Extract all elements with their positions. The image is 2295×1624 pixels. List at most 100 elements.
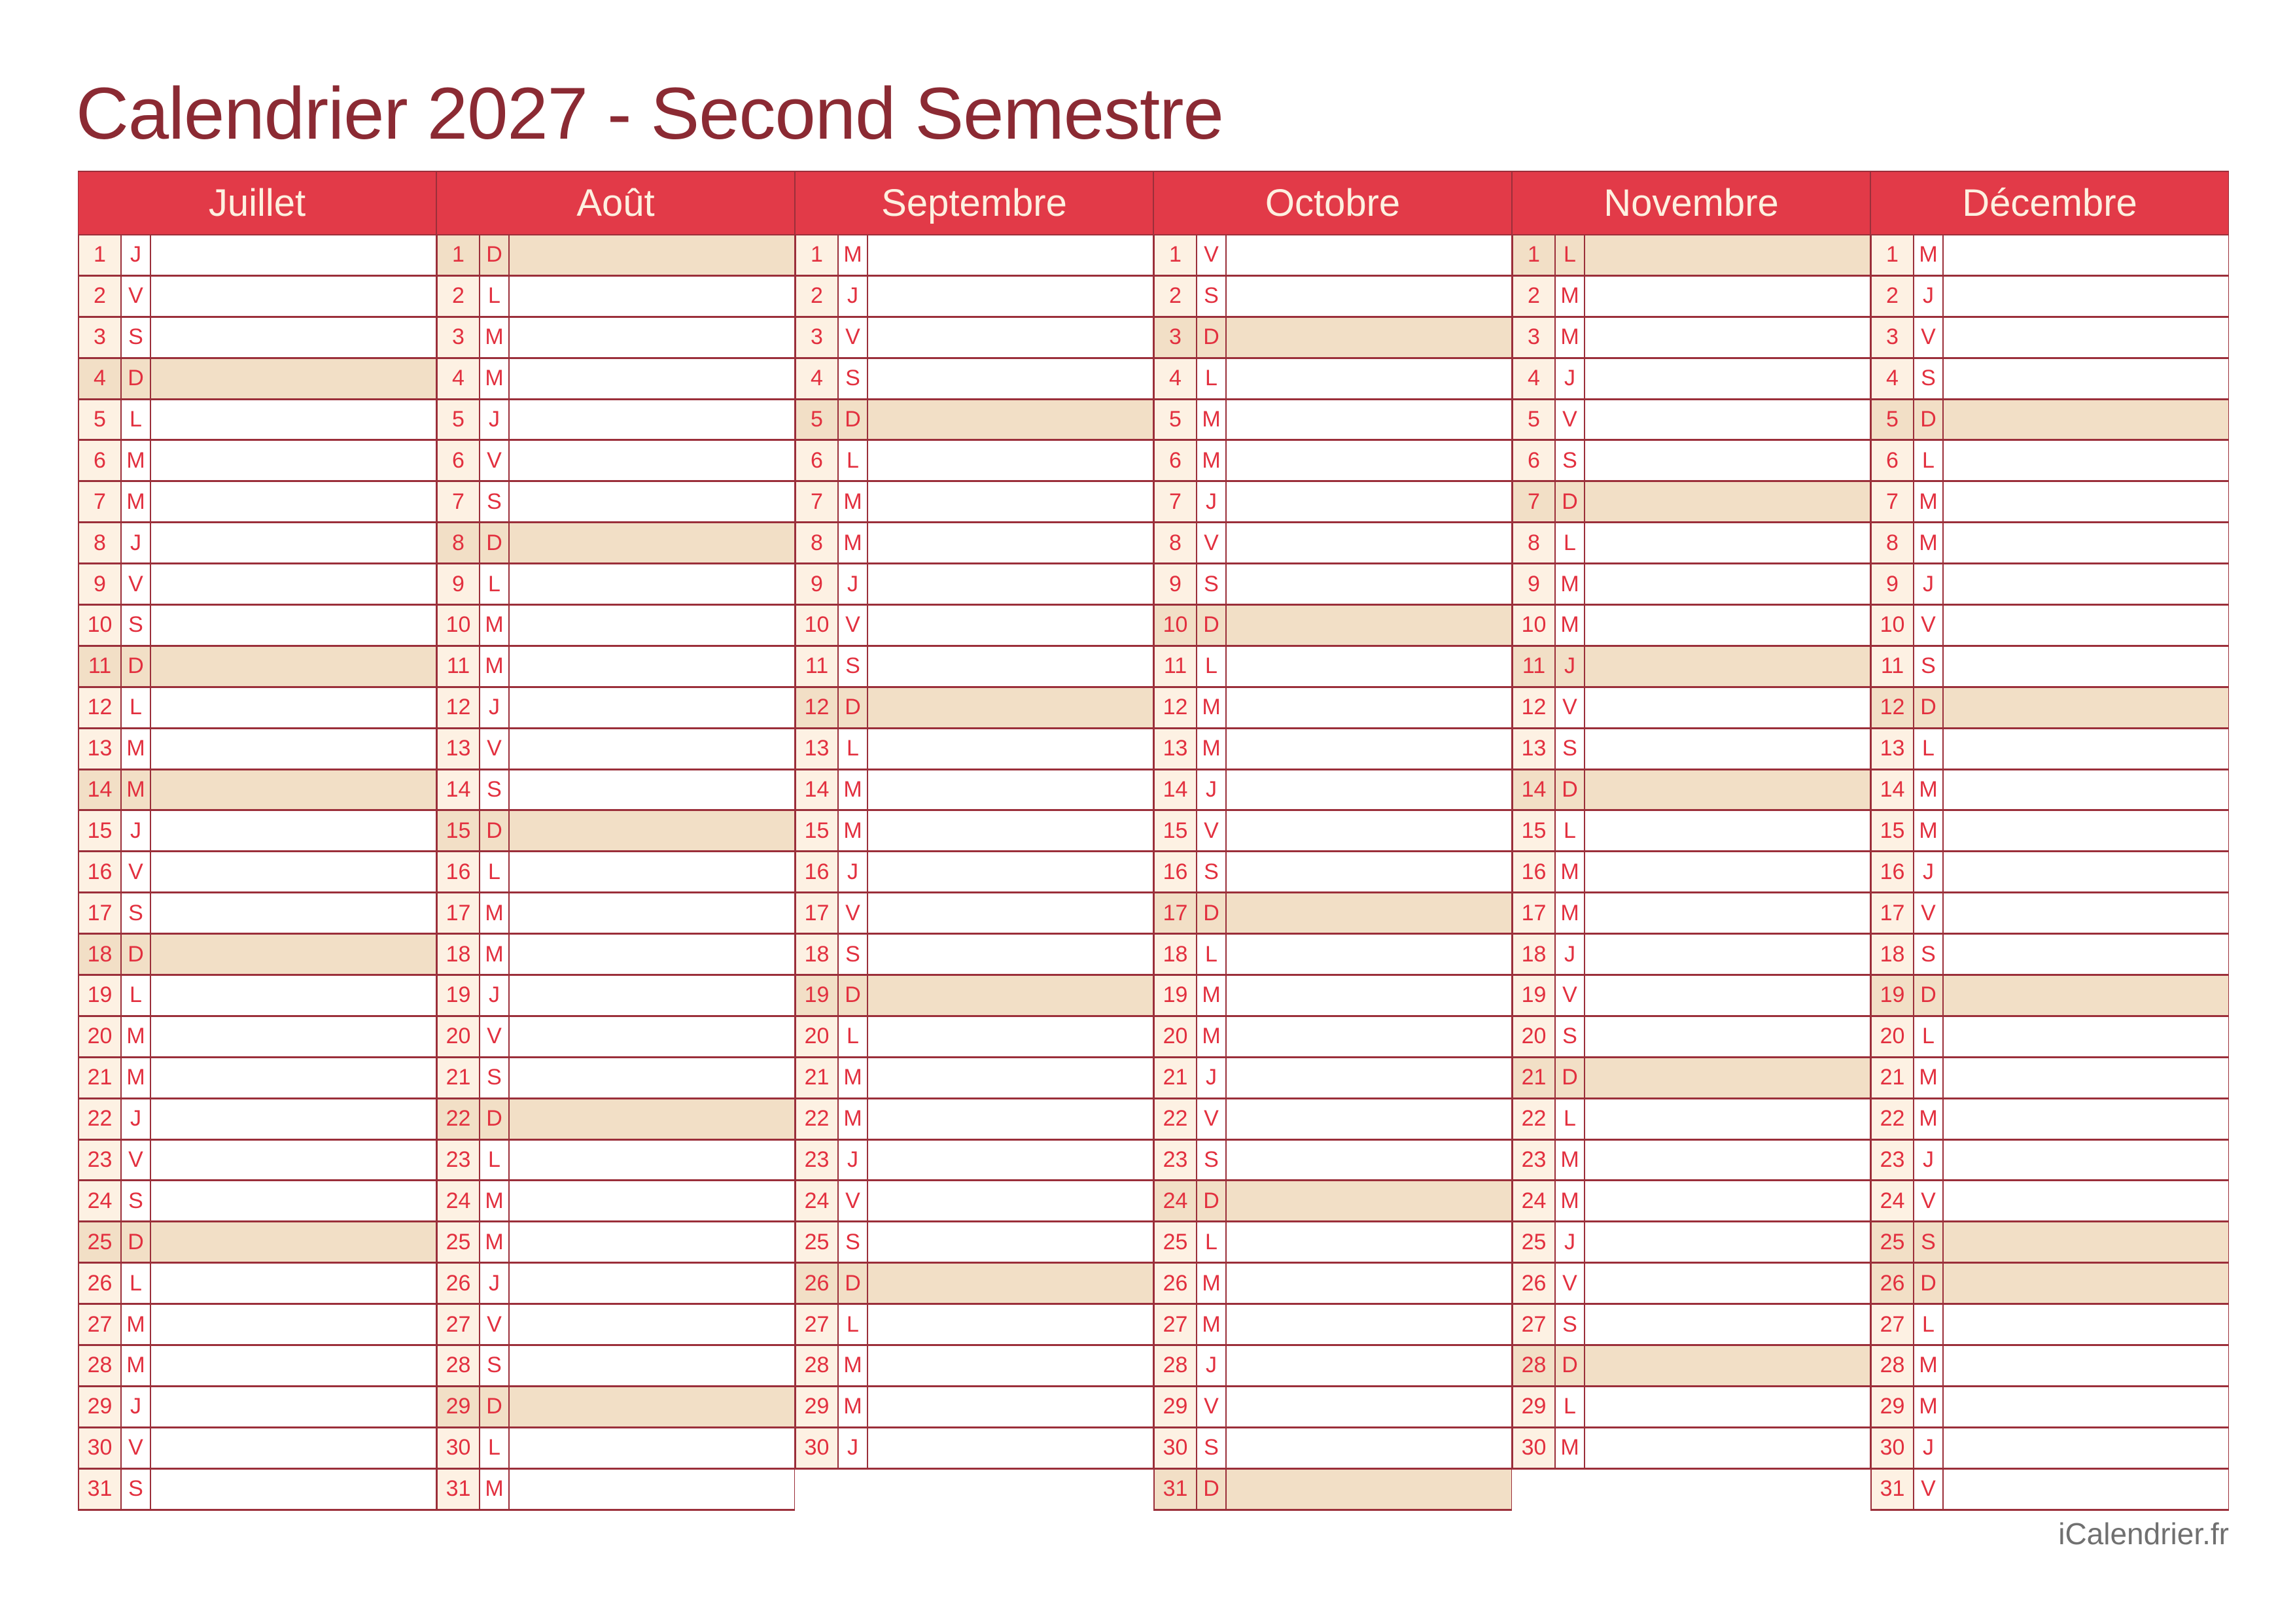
note-cell	[868, 564, 1153, 604]
day-number: 16	[1513, 852, 1556, 892]
day-row: 22 M	[1870, 1099, 2229, 1141]
weekday-letter: J	[839, 852, 868, 892]
weekday-letter: S	[480, 770, 510, 810]
note-cell	[1227, 1181, 1511, 1220]
day-number: 10	[79, 606, 122, 645]
day-number: 12	[796, 687, 839, 727]
day-row: 29 V	[1153, 1387, 1512, 1428]
day-number: 30	[1513, 1428, 1556, 1468]
day-number: 12	[1872, 687, 1914, 727]
day-number: 2	[1513, 276, 1556, 316]
note-cell	[510, 1387, 794, 1426]
weekday-letter: M	[1197, 687, 1227, 727]
weekday-letter: V	[122, 1140, 151, 1180]
day-number: 7	[1155, 482, 1197, 522]
note-cell	[1227, 1264, 1511, 1303]
weekday-letter: J	[1556, 646, 1585, 686]
day-row: 22 D	[436, 1099, 795, 1141]
note-cell	[1227, 1428, 1511, 1468]
note-cell	[1585, 893, 1870, 933]
weekday-letter: L	[1197, 935, 1227, 975]
note-cell	[151, 318, 436, 357]
note-cell	[1227, 1222, 1511, 1262]
day-number: 30	[438, 1428, 480, 1468]
weekday-letter: J	[122, 1099, 151, 1139]
weekday-letter: V	[122, 1428, 151, 1468]
day-number: 27	[796, 1305, 839, 1345]
day-number: 29	[1872, 1387, 1914, 1426]
day-row: 16 L	[436, 852, 795, 894]
weekday-letter: L	[839, 729, 868, 769]
note-cell	[510, 1264, 794, 1303]
day-number: 8	[1872, 523, 1914, 563]
day-number: 26	[438, 1264, 480, 1304]
day-row: 30 J	[795, 1428, 1153, 1470]
note-cell	[1944, 1017, 2228, 1056]
day-number: 17	[796, 893, 839, 933]
weekday-letter: M	[1556, 276, 1585, 316]
day-number: 18	[79, 935, 122, 975]
weekday-letter: M	[480, 935, 510, 975]
day-number: 14	[1872, 770, 1914, 810]
day-row: 13 V	[436, 729, 795, 770]
day-number: 11	[438, 646, 480, 686]
day-number: 24	[1155, 1181, 1197, 1221]
note-cell	[1227, 1387, 1511, 1426]
day-row: 18 S	[795, 935, 1153, 976]
day-row: 18 M	[436, 935, 795, 976]
weekday-letter: V	[480, 1016, 510, 1056]
footer-brand: iCalendrier.fr	[2058, 1517, 2229, 1551]
weekday-letter: J	[480, 400, 510, 440]
day-number: 15	[438, 811, 480, 851]
note-cell	[1227, 1141, 1511, 1180]
weekday-letter: D	[1197, 1469, 1227, 1509]
weekday-letter: S	[839, 1222, 868, 1262]
note-cell	[510, 1346, 794, 1385]
day-row: 21 D	[1512, 1058, 1870, 1099]
note-cell	[1944, 1346, 2228, 1385]
note-cell	[510, 811, 794, 850]
weekday-letter: J	[839, 276, 868, 316]
day-row: 17 M	[436, 893, 795, 935]
weekday-letter: D	[1914, 976, 1944, 1015]
weekday-letter: V	[1197, 811, 1227, 851]
day-row: 30 J	[1870, 1428, 2229, 1470]
day-row: 14 S	[436, 770, 795, 812]
day-number: 3	[1872, 317, 1914, 357]
weekday-letter: D	[122, 358, 151, 398]
day-number: 16	[79, 852, 122, 892]
month-header: Août	[436, 171, 795, 235]
weekday-letter: V	[1556, 976, 1585, 1015]
note-cell	[868, 1141, 1153, 1180]
note-cell	[151, 400, 436, 440]
note-cell	[1944, 647, 2228, 686]
note-cell	[868, 482, 1153, 521]
note-cell	[1585, 647, 1870, 686]
weekday-letter: J	[839, 1428, 868, 1468]
weekday-letter: L	[480, 1428, 510, 1468]
note-cell	[868, 523, 1153, 562]
day-number: 10	[1155, 606, 1197, 645]
day-number: 5	[438, 400, 480, 440]
note-cell	[1585, 1099, 1870, 1139]
weekday-letter: V	[1197, 523, 1227, 563]
day-number: 31	[1872, 1469, 1914, 1509]
day-number: 25	[438, 1222, 480, 1262]
weekday-letter: D	[839, 687, 868, 727]
day-number: 5	[1513, 400, 1556, 440]
note-cell	[868, 606, 1153, 645]
weekday-letter: M	[1556, 606, 1585, 645]
weekday-letter: S	[122, 317, 151, 357]
weekday-letter: M	[1914, 770, 1944, 810]
day-number: 11	[796, 646, 839, 686]
weekday-letter: M	[122, 441, 151, 481]
day-number: 29	[79, 1387, 122, 1426]
note-cell	[151, 1099, 436, 1139]
